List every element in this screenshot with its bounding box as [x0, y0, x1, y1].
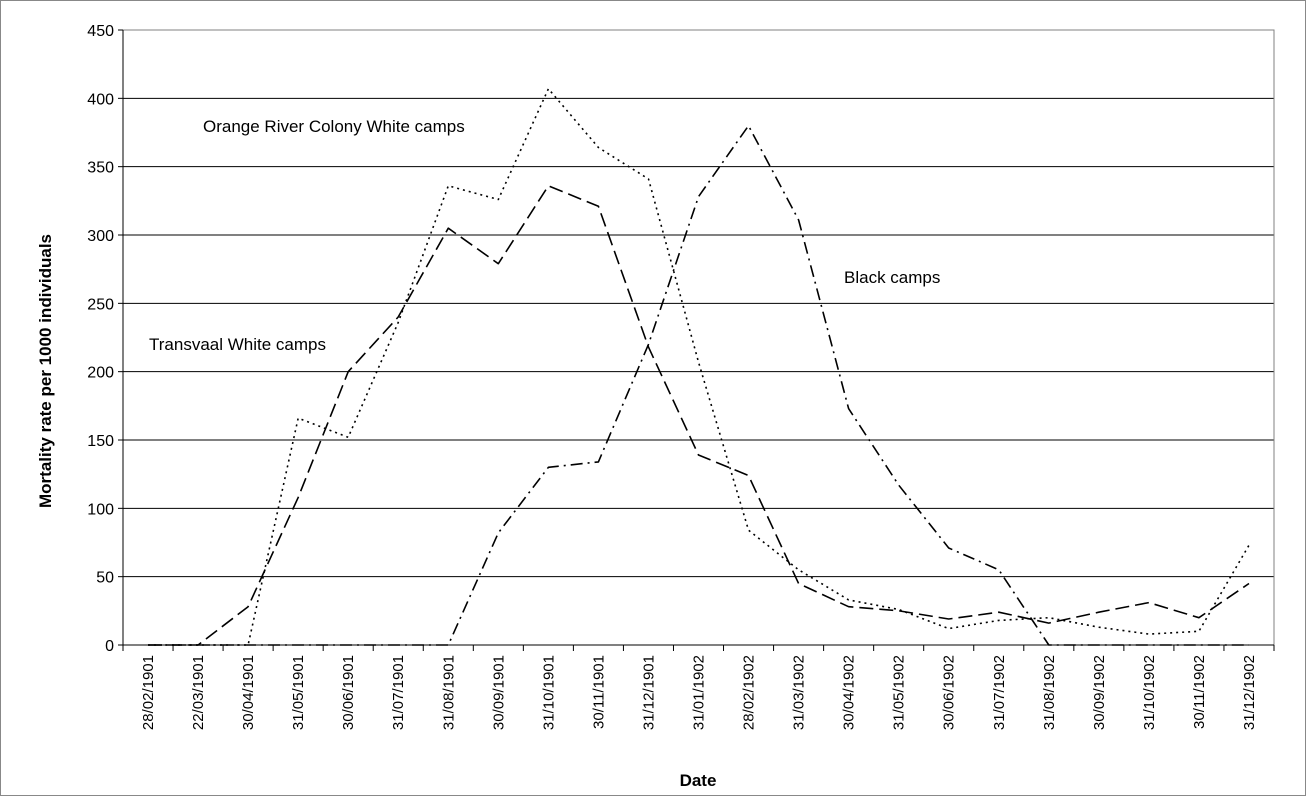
x-tick-label: 28/02/1901: [140, 655, 157, 730]
y-tick-label: 400: [87, 91, 114, 108]
gridlines: [123, 30, 1274, 577]
y-tick-label: 50: [96, 570, 114, 587]
x-tick-label: 31/07/1901: [390, 655, 407, 730]
x-tick-label: 31/12/1902: [1241, 655, 1258, 730]
y-axis-title: Mortality rate per 1000 individuals: [36, 234, 55, 508]
series-line-1: [148, 186, 1249, 645]
x-tick-label: 31/07/1902: [991, 655, 1008, 730]
y-axis-ticks: 0 50 100 150 200 250 300 350 400 450: [87, 23, 123, 655]
x-tick-label: 30/04/1902: [841, 655, 858, 730]
y-tick-label: 300: [87, 228, 114, 245]
y-tick-label: 200: [87, 365, 114, 382]
x-tick-label: 31/08/1902: [1041, 655, 1058, 730]
x-tick-label: 31/05/1901: [290, 655, 307, 730]
x-tick-label: 31/10/1901: [540, 655, 557, 730]
x-tick-label: 30/04/1901: [240, 655, 257, 730]
x-tick-label: 22/03/1901: [190, 655, 207, 730]
x-tick-label: 31/03/1902: [791, 655, 808, 730]
x-axis-title: Date: [680, 771, 717, 790]
series-line-2: [148, 126, 1249, 645]
x-tick-label: 31/08/1901: [440, 655, 457, 730]
y-tick-label: 350: [87, 160, 114, 177]
x-tick-label: 31/01/1902: [691, 655, 708, 730]
y-tick-label: 100: [87, 501, 114, 518]
series-line-0: [148, 89, 1249, 645]
series-layer: [148, 89, 1249, 645]
x-tick-label: 31/10/1902: [1141, 655, 1158, 730]
x-tick-label: 30/06/1902: [941, 655, 958, 730]
x-tick-label: 30/11/1902: [1191, 655, 1208, 729]
y-tick-label: 0: [105, 638, 114, 655]
x-tick-label: 30/09/1901: [490, 655, 507, 730]
x-tick-label: 30/11/1901: [590, 655, 607, 729]
x-axis-ticks: 28/02/1901 22/03/1901 30/04/1901 31/05/1901…: [123, 645, 1274, 730]
x-tick-label: 30/06/1901: [340, 655, 357, 730]
x-tick-label: 30/09/1902: [1091, 655, 1108, 730]
x-tick-label: 31/05/1902: [891, 655, 908, 730]
annotation-black-camps: Black camps: [844, 268, 940, 287]
y-tick-label: 250: [87, 296, 114, 313]
annotation-transvaal: Transvaal White camps: [149, 335, 326, 354]
y-tick-label: 150: [87, 433, 114, 450]
y-tick-label: 450: [87, 23, 114, 40]
x-tick-label: 28/02/1902: [741, 655, 758, 730]
annotation-orange-river: Orange River Colony White camps: [203, 117, 465, 136]
x-tick-label: 31/12/1901: [640, 655, 657, 730]
